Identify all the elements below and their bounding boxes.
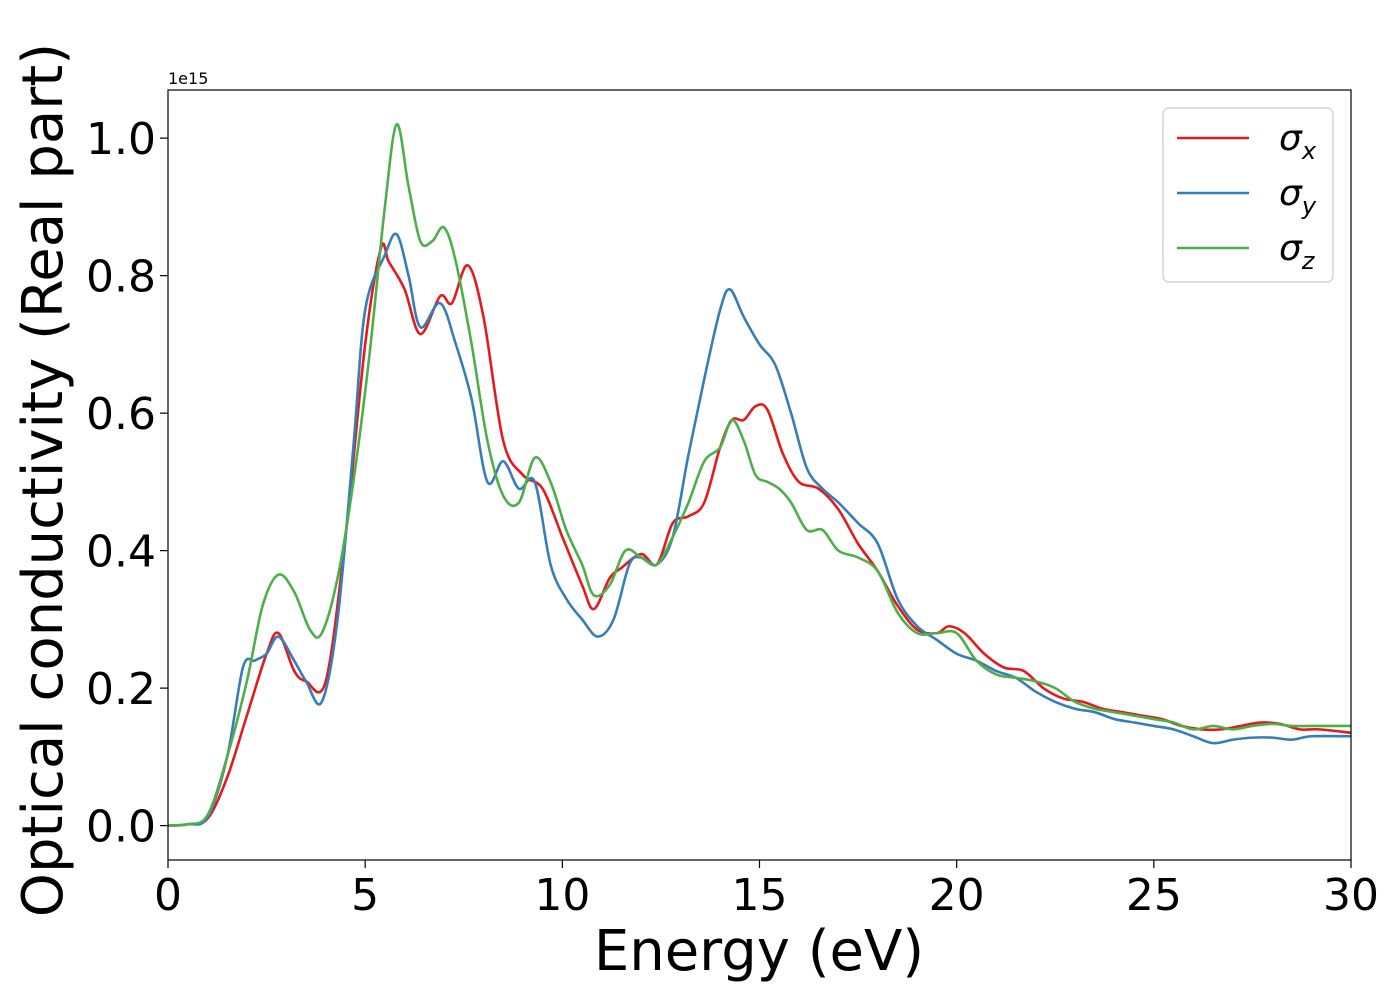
x-axis-title: Energy (eV): [594, 919, 924, 984]
offset-text: 1e15: [168, 69, 208, 88]
x-tick-label: 10: [534, 870, 590, 921]
legend-box: [1162, 107, 1334, 283]
series-line-z: [167, 123, 1351, 827]
y-axis-title: Optical conductivity (Real part): [11, 43, 76, 917]
x-axis: 0 5 10 15 20 25 30: [154, 860, 1379, 921]
y-tick-label: 0.0: [86, 802, 156, 853]
x-tick-label: 5: [351, 870, 379, 921]
x-tick-label: 15: [732, 870, 788, 921]
series-line-y: [167, 232, 1352, 827]
y-tick-label: 1.0: [86, 114, 156, 165]
y-tick-label: 0.4: [86, 527, 156, 578]
y-axis: 0.0 0.2 0.4 0.6 0.8 1.0: [86, 114, 168, 853]
y-tick-label: 0.8: [86, 252, 156, 303]
y-tick-label: 0.2: [86, 664, 156, 715]
series-layer: [167, 123, 1352, 827]
x-tick-label: 0: [154, 870, 182, 921]
x-tick-label: 20: [929, 870, 985, 921]
x-tick-label: 30: [1323, 870, 1379, 921]
x-tick-label: 25: [1126, 870, 1182, 921]
y-tick-label: 0.6: [86, 389, 156, 440]
